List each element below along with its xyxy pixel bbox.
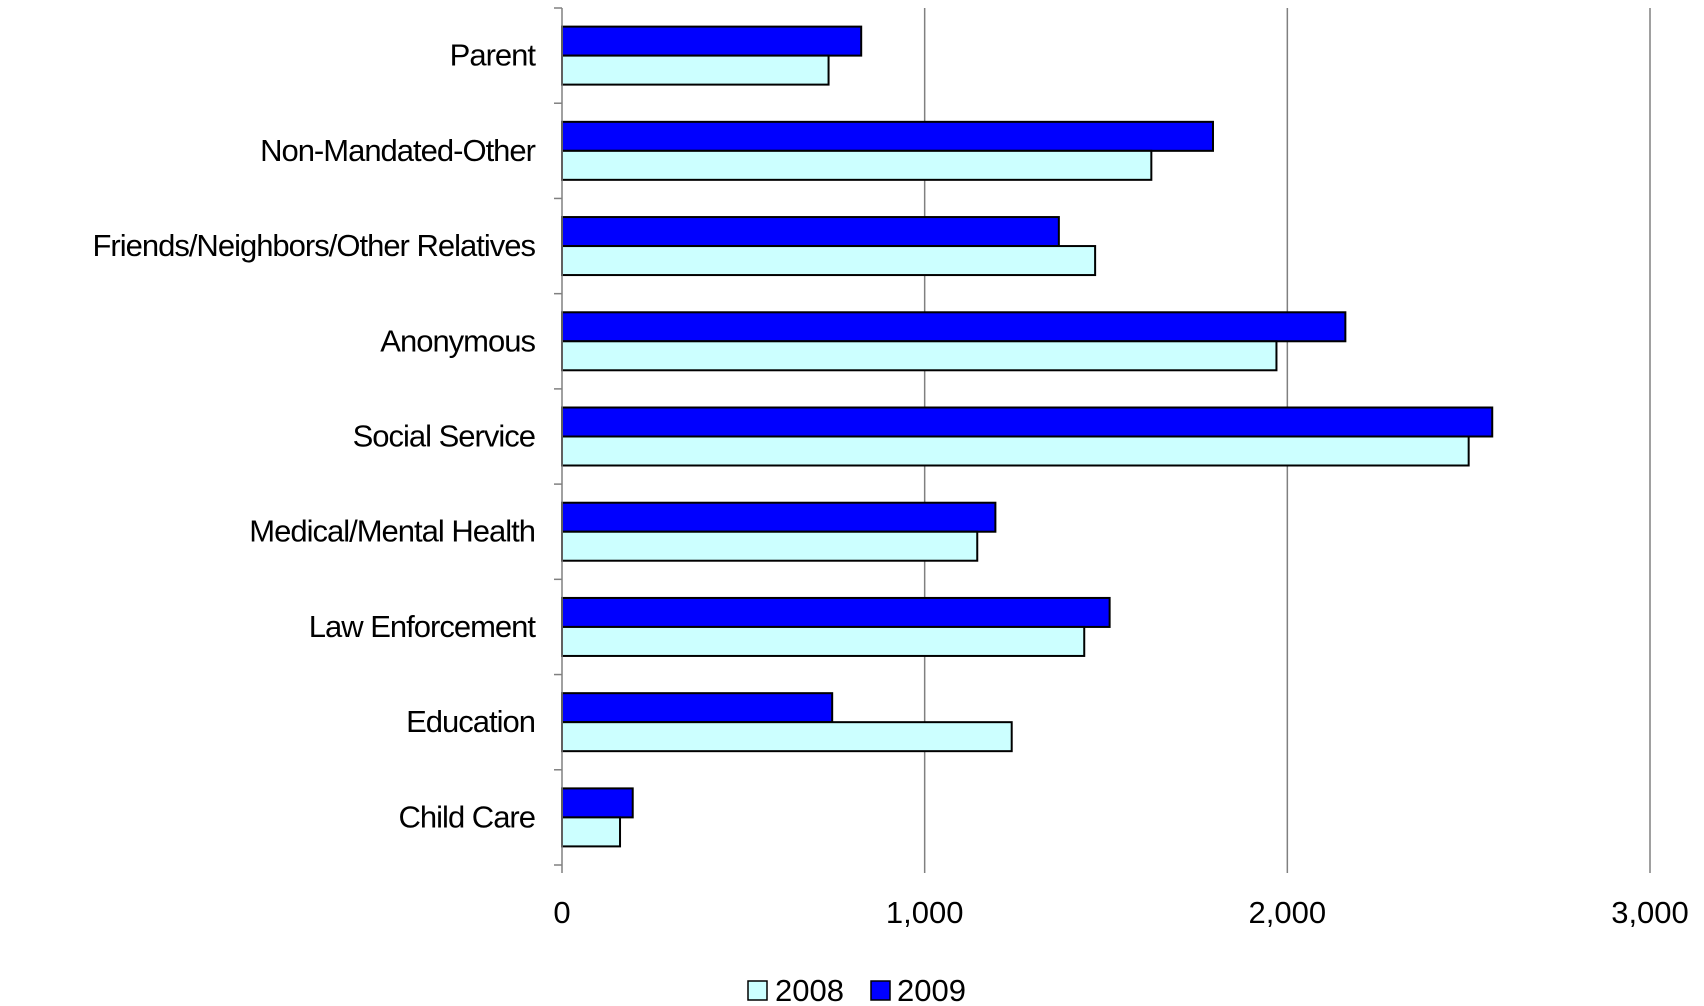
category-axis	[554, 7, 1651, 873]
category-label: Social Service	[353, 419, 535, 454]
bar-2008-4	[561, 435, 1470, 467]
bars	[561, 25, 1494, 848]
category-label: Parent	[450, 38, 537, 73]
bar-2009-8	[561, 787, 634, 819]
bar-2009-2	[561, 216, 1060, 248]
value-tick-label: 0	[553, 895, 570, 930]
category-label: Child Care	[399, 799, 535, 834]
legend-label-2009: 2009	[897, 973, 966, 1006]
value-axis-tick-labels: 0 1,000 2,000 3,000	[553, 895, 1688, 930]
legend-swatch-2009	[870, 980, 891, 1001]
value-tick-label: 2,000	[1249, 895, 1327, 930]
category-label: Anonymous	[380, 323, 535, 358]
category-label: Education	[406, 704, 535, 739]
value-tick-label: 1,000	[886, 895, 964, 930]
bar-2008-1	[561, 149, 1153, 181]
bar-2009-7	[561, 692, 834, 724]
bar-2008-8	[561, 816, 622, 848]
bar-2009-5	[561, 501, 997, 533]
category-label: Law Enforcement	[309, 609, 537, 644]
category-labels: Parent Non-Mandated-Other Friends/Neighbor…	[92, 38, 537, 835]
bar-2009-6	[561, 596, 1111, 628]
bar-2008-7	[561, 721, 1013, 753]
category-label: Medical/Mental Health	[249, 514, 535, 549]
bar-2008-5	[561, 530, 979, 562]
bar-2008-2	[561, 245, 1097, 277]
category-label: Non-Mandated-Other	[260, 133, 536, 168]
bar-2009-0	[561, 25, 863, 57]
bar-2009-4	[561, 406, 1494, 438]
bar-2008-6	[561, 625, 1086, 657]
legend-swatch-2008	[747, 980, 768, 1001]
category-label: Friends/Neighbors/Other Relatives	[92, 228, 535, 263]
bar-2008-0	[561, 54, 830, 86]
legend-label-2008: 2008	[775, 973, 844, 1006]
bar-2009-3	[561, 311, 1347, 343]
legend: 2008 2009	[747, 973, 966, 1006]
bar-2009-1	[561, 120, 1214, 152]
bar-2008-3	[561, 340, 1278, 372]
value-tick-label: 3,000	[1611, 895, 1689, 930]
